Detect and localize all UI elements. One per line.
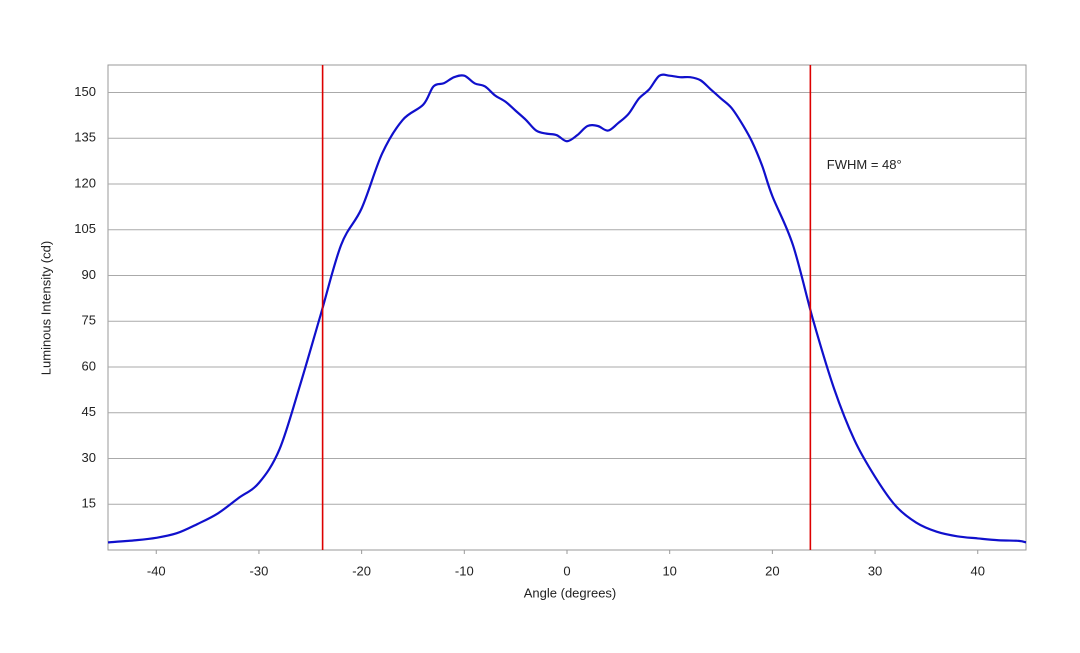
data-line: [107, 73, 1027, 544]
x-tick-label: 0: [563, 563, 570, 578]
y-tick-label: 150: [74, 84, 96, 99]
annotation: FWHM = 48°: [827, 157, 902, 172]
x-tick-label: 40: [971, 563, 985, 578]
x-axis-label: Angle (degrees): [524, 585, 617, 600]
x-tick-label: -30: [250, 563, 269, 578]
y-tick-label: 75: [82, 313, 96, 328]
y-tick-label: 30: [82, 450, 96, 465]
x-tick-label: 30: [868, 563, 882, 578]
y-tick-label: 45: [82, 404, 96, 419]
y-tick-label: 135: [74, 130, 96, 145]
x-tick-label: -40: [147, 563, 166, 578]
x-tick-label: -20: [352, 563, 371, 578]
x-tick-label: -10: [455, 563, 474, 578]
y-axis-label: Luminous Intensity (cd): [38, 241, 53, 375]
x-tick-label: 10: [662, 563, 676, 578]
y-tick-label: 90: [82, 267, 96, 282]
y-tick-label: 15: [82, 496, 96, 511]
x-tick-label: 20: [765, 563, 779, 578]
y-tick-label: 105: [74, 221, 96, 236]
y-tick-label: 120: [74, 175, 96, 190]
y-tick-label: 60: [82, 358, 96, 373]
